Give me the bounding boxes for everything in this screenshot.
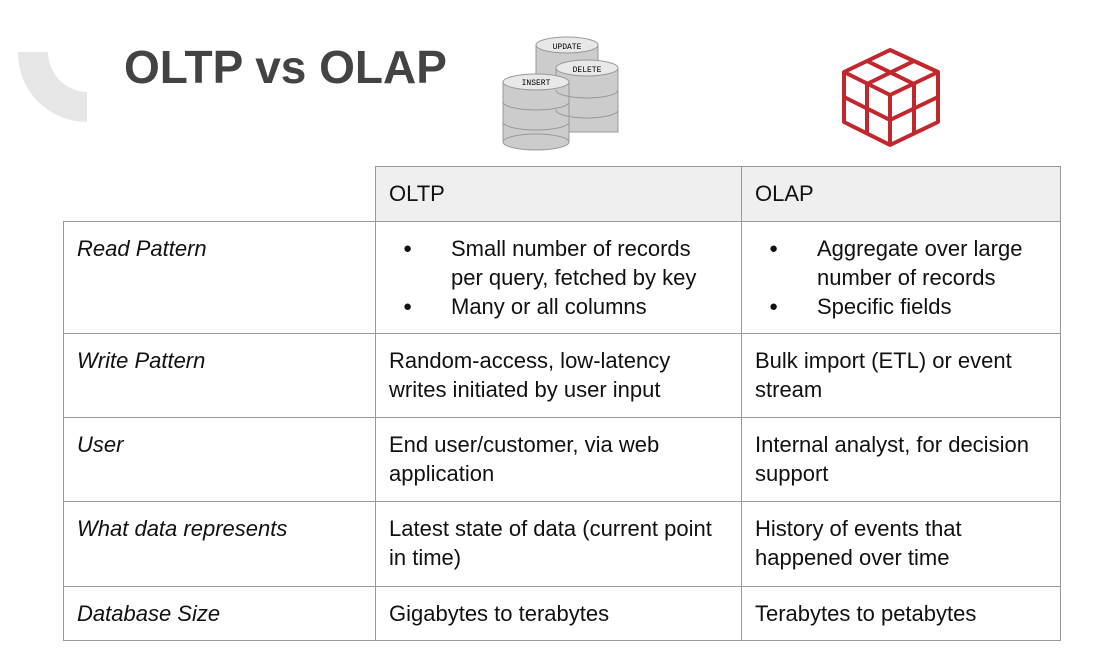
corner-cutout bbox=[47, 52, 87, 92]
cell: Aggregate over large number of recordsSp… bbox=[741, 221, 1061, 334]
cell: End user/customer, via web application bbox=[375, 417, 742, 502]
table-row: Database Size Gigabytes to terabytes Terab… bbox=[63, 586, 1061, 641]
bullet-list: Small number of records per query, fetch… bbox=[389, 234, 728, 321]
table-row: Write Pattern Random-access, low-latency … bbox=[63, 333, 1061, 418]
bullet-list: Aggregate over large number of recordsSp… bbox=[755, 234, 1047, 321]
cell: Internal analyst, for decision support bbox=[741, 417, 1061, 502]
decoration: UPDATE DELETE INSERT bbox=[17, 36, 940, 151]
db-label: INSERT bbox=[522, 79, 551, 88]
db-label: UPDATE bbox=[553, 43, 582, 52]
row-label: Read Pattern bbox=[63, 221, 376, 334]
cell: Random-access, low-latency writes initia… bbox=[375, 333, 742, 418]
bullet-item: Small number of records per query, fetch… bbox=[403, 234, 728, 292]
row-label: Database Size bbox=[63, 586, 376, 641]
row-label: Write Pattern bbox=[63, 333, 376, 418]
bullet-item: Aggregate over large number of records bbox=[769, 234, 1047, 292]
table-row: What data represents Latest state of data… bbox=[63, 501, 1061, 587]
cell: History of events that happened over tim… bbox=[741, 501, 1061, 587]
cell: Latest state of data (current point in t… bbox=[375, 501, 742, 587]
column-header: OLTP bbox=[375, 166, 742, 222]
table-row: User End user/customer, via web applicati… bbox=[63, 417, 1061, 502]
table-row: Read Pattern Small number of records per … bbox=[63, 221, 1061, 334]
header-row: OLTP OLAP bbox=[64, 166, 1061, 222]
cell: Gigabytes to terabytes bbox=[375, 586, 742, 641]
cell: Small number of records per query, fetch… bbox=[375, 221, 742, 334]
database-icon bbox=[502, 36, 619, 151]
column-header: OLAP bbox=[741, 166, 1061, 222]
cube-icon bbox=[842, 48, 940, 147]
slide-title: OLTP vs OLAP bbox=[124, 41, 447, 93]
corner-cell bbox=[64, 167, 376, 222]
bullet-item: Specific fields bbox=[769, 292, 1047, 321]
cell: Terabytes to petabytes bbox=[741, 586, 1061, 641]
row-label: What data represents bbox=[63, 501, 376, 587]
row-label: User bbox=[63, 417, 376, 502]
db-label: DELETE bbox=[573, 66, 602, 75]
bullet-item: Many or all columns bbox=[403, 292, 728, 321]
cell: Bulk import (ETL) or event stream bbox=[741, 333, 1061, 418]
